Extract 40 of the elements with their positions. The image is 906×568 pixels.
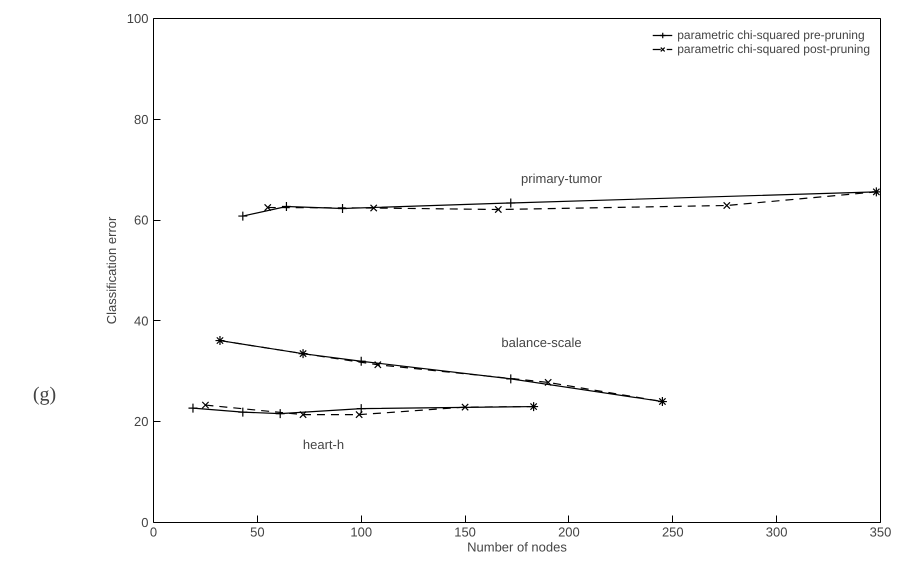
point <box>202 401 210 409</box>
x-tick-label: 350 <box>870 524 892 540</box>
point <box>356 356 366 366</box>
annotation: balance-scale <box>501 335 582 350</box>
point <box>494 206 502 214</box>
y-tick-label: 40 <box>134 313 149 328</box>
y-tick-label: 60 <box>134 212 149 228</box>
point <box>299 410 307 418</box>
legend-label: parametric chi-squared pre-pruning <box>677 28 865 42</box>
point <box>337 203 348 214</box>
point <box>238 407 248 418</box>
point <box>723 202 731 210</box>
x-tick-label: 100 <box>350 524 372 540</box>
y-tick-label: 80 <box>134 112 149 127</box>
point <box>355 410 363 418</box>
point <box>374 360 382 369</box>
point <box>281 201 292 212</box>
annotation: primary-tumor <box>521 171 603 186</box>
x-axis-title: Number of nodes <box>467 540 568 554</box>
y-axis-title: Classification error <box>104 216 119 324</box>
point <box>264 204 272 212</box>
x-tick-label: 300 <box>766 524 788 540</box>
y-tick-label: 20 <box>134 414 149 430</box>
point <box>370 204 378 212</box>
point <box>356 403 366 414</box>
y-tick-label: 0 <box>141 515 149 530</box>
point <box>275 408 286 419</box>
x-tick-label: 150 <box>454 524 476 540</box>
x-tick-label: 250 <box>662 524 684 540</box>
annotation: heart-h <box>302 437 344 452</box>
y-tick-label: 100 <box>126 11 149 26</box>
point <box>238 210 248 222</box>
point <box>544 378 552 386</box>
x-tick-label: 50 <box>250 524 265 540</box>
x-tick-label: 200 <box>558 524 580 540</box>
point <box>506 198 516 208</box>
text: (g) <box>32 384 56 406</box>
legend-label: parametric chi-squared post-pruning <box>677 42 870 56</box>
point <box>461 403 469 411</box>
point <box>188 402 198 414</box>
